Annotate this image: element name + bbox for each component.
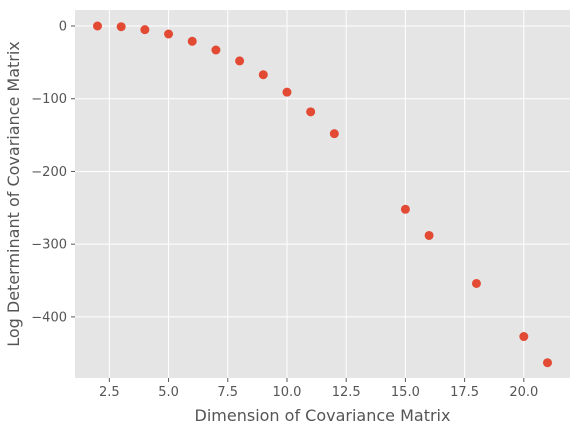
x-axis-label: Dimension of Covariance Matrix <box>195 406 451 425</box>
x-tick-label: 20.0 <box>509 385 538 400</box>
x-tick-label: 5.0 <box>158 385 179 400</box>
data-points <box>93 21 552 368</box>
x-tick-label: 2.5 <box>99 385 120 400</box>
y-tick-label: 0 <box>59 20 67 35</box>
data-point <box>187 36 197 46</box>
x-tick-label: 12.5 <box>332 385 361 400</box>
data-point <box>235 56 245 66</box>
x-tick-label: 17.5 <box>450 385 479 400</box>
y-tick-label: −300 <box>31 238 67 253</box>
x-tick-label: 7.5 <box>217 385 238 400</box>
data-point <box>306 107 316 117</box>
plot-area <box>75 10 570 378</box>
x-tick-label: 15.0 <box>391 385 420 400</box>
x-tick-label: 10.0 <box>272 385 301 400</box>
data-point <box>400 204 410 214</box>
axis-ticks: 2.5 5.0 7.5 10.0 12.5 15.0 17.5 20.0 0 −100 −200 −3… <box>31 20 538 401</box>
data-point <box>329 129 339 139</box>
data-point <box>282 87 292 97</box>
data-point <box>164 29 174 39</box>
data-point <box>140 25 150 35</box>
grid-lines <box>75 10 570 378</box>
data-point <box>258 70 268 80</box>
y-axis-label: Log Determinant of Covariance Matrix <box>4 41 23 347</box>
data-point <box>519 332 529 342</box>
data-point <box>471 278 481 288</box>
data-point <box>93 21 102 31</box>
y-tick-label: −100 <box>31 92 67 107</box>
data-point <box>116 22 126 32</box>
data-point <box>543 358 552 368</box>
data-point <box>424 230 434 240</box>
y-tick-label: −200 <box>31 165 67 180</box>
data-point <box>211 45 221 55</box>
y-tick-label: −400 <box>31 310 67 325</box>
